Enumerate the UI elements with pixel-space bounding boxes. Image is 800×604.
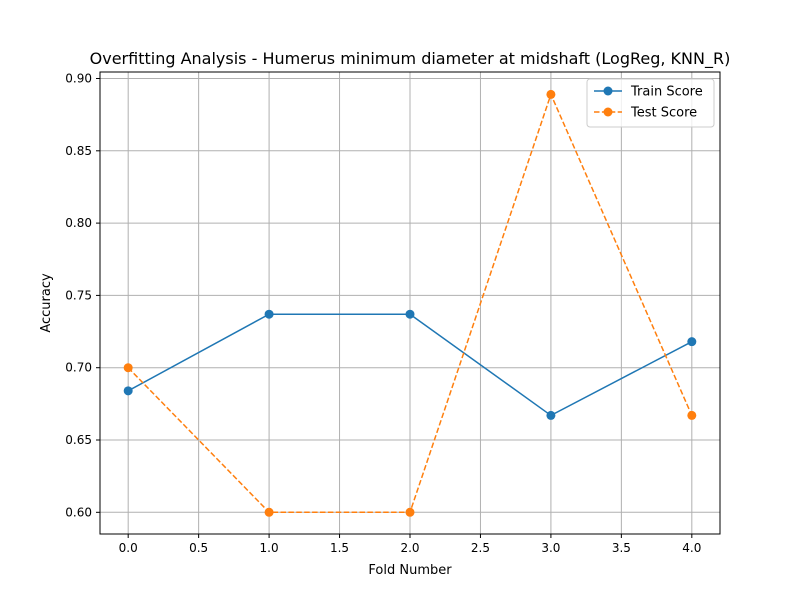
x-tick-label: 3.5 [612,541,631,555]
legend-marker [603,107,613,117]
x-axis-label: Fold Number [368,563,452,578]
x-tick-label: 3.0 [541,541,560,555]
data-point-train-score [264,309,274,319]
axis-ticks: 0.0 0.5 1.0 1.5 2.0 2.5 3.0 3.5 4.0 0.60 0.65 0.70 0… [65,72,701,555]
data-point-test-score [264,507,274,517]
data-point-train-score [123,386,133,396]
data-point-test-score [405,507,415,517]
data-point-train-score [546,410,556,420]
series-layer [123,89,697,517]
chart-title: Overfitting Analysis - Humerus minimum d… [90,49,731,69]
x-tick-label: 0.5 [189,541,208,555]
y-tick-label: 0.65 [65,433,92,447]
x-tick-label: 0.0 [119,541,138,555]
legend-item-test-score: Test Score [594,106,697,121]
y-tick-label: 0.85 [65,144,92,158]
data-point-train-score [405,309,415,319]
y-tick-label: 0.75 [65,288,92,302]
x-tick-label: 1.0 [260,541,279,555]
data-point-test-score [546,89,556,99]
x-tick-label: 2.0 [400,541,419,555]
legend: Train Score Test Score [586,78,715,128]
data-point-test-score [123,363,133,373]
x-tick-label: 4.0 [682,541,701,555]
y-tick-label: 0.70 [65,361,92,375]
y-axis-label: Accuracy [39,273,54,333]
data-point-train-score [687,337,697,347]
series-train-score [123,309,697,420]
legend-marker [603,86,613,96]
y-tick-label: 0.60 [65,505,92,519]
legend-item-train-score: Train Score [594,85,703,100]
series-test-score [123,89,697,517]
data-point-test-score [687,410,697,420]
legend-label: Train Score [630,85,703,100]
y-tick-label: 0.80 [65,216,92,230]
legend-label: Test Score [630,106,697,121]
x-tick-label: 1.5 [330,541,349,555]
x-tick-label: 2.5 [471,541,490,555]
y-tick-label: 0.90 [65,72,92,86]
